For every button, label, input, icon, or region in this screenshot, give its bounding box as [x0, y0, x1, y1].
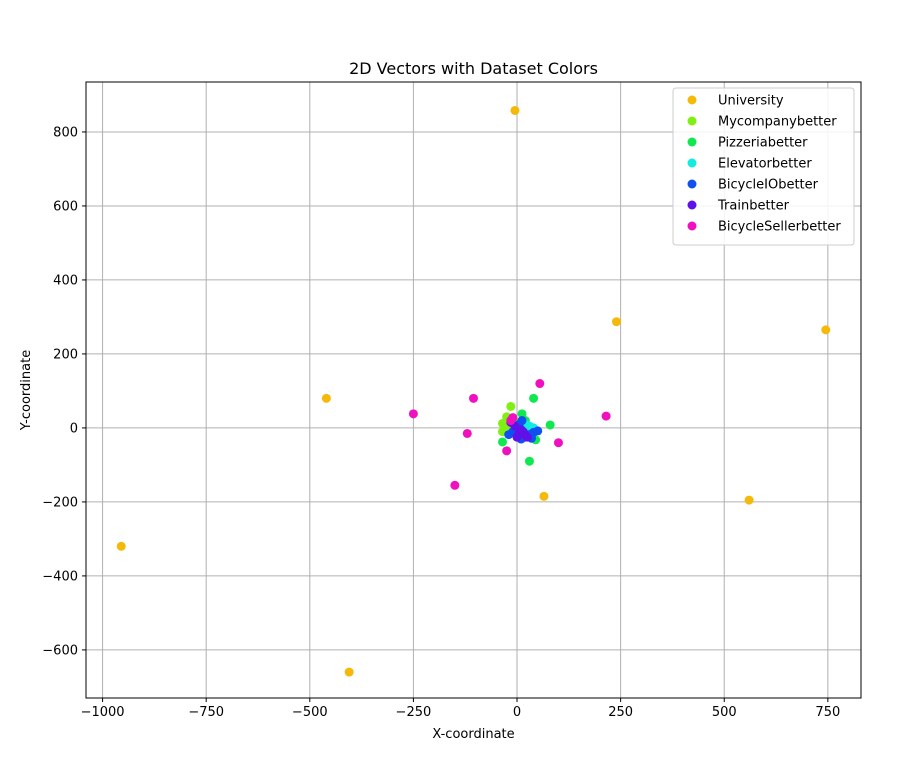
data-point — [821, 325, 831, 335]
data-point — [522, 432, 532, 442]
series-group — [116, 105, 831, 677]
data-point — [535, 379, 545, 389]
y-tick-label: 0 — [70, 421, 78, 436]
data-point — [601, 411, 611, 421]
legend-marker — [687, 137, 697, 147]
y-tick-label: −400 — [42, 569, 78, 584]
x-tick-label: 500 — [712, 705, 737, 720]
data-point — [506, 416, 516, 426]
x-tick-label: −750 — [188, 705, 224, 720]
legend-label: Mycompanybetter — [718, 115, 837, 130]
data-point — [510, 105, 520, 115]
legend-marker — [687, 158, 697, 168]
data-point — [539, 491, 549, 501]
x-tick-label: −500 — [292, 705, 328, 720]
y-tick-label: 200 — [53, 347, 78, 362]
legend-marker — [687, 200, 697, 210]
y-axis-title: Y-coordinate — [19, 350, 34, 431]
x-axis-title: X-coordinate — [432, 727, 514, 742]
x-tick-label: 0 — [513, 705, 521, 720]
y-tick-label: 800 — [53, 125, 78, 140]
legend-marker — [687, 116, 697, 126]
x-tick-label: −250 — [396, 705, 432, 720]
data-point — [408, 409, 418, 419]
legend-label: Trainbetter — [717, 199, 790, 214]
x-tick-label: −1000 — [81, 705, 125, 720]
data-point — [450, 480, 460, 490]
legend-label: BicycleIObetter — [718, 178, 819, 193]
data-point — [502, 446, 512, 456]
data-points — [116, 105, 831, 677]
y-tick-label: −200 — [42, 495, 78, 510]
legend-marker — [687, 179, 697, 189]
series-group — [408, 379, 611, 490]
data-point — [506, 401, 516, 411]
x-tick-label: 250 — [608, 705, 633, 720]
data-point — [545, 420, 555, 430]
y-tick-label: −600 — [42, 643, 78, 658]
y-tick-label: 600 — [53, 199, 78, 214]
data-point — [116, 541, 126, 551]
x-tick-label: 750 — [815, 705, 840, 720]
data-point — [516, 425, 526, 435]
y-tick-label: 400 — [53, 273, 78, 288]
legend-marker — [687, 95, 697, 105]
data-point — [553, 438, 563, 448]
chart-title: 2D Vectors with Dataset Colors — [349, 59, 598, 78]
legend-label: Pizzeriabetter — [718, 136, 808, 151]
data-point — [611, 317, 621, 327]
data-point — [321, 393, 331, 403]
axis-ticks: −1000 −750 −500 −250 0 250 500 750 −600 −400 −200 0… — [42, 125, 840, 720]
legend-box — [672, 87, 855, 246]
data-point — [744, 495, 754, 505]
data-point — [344, 667, 354, 677]
legend-label: University — [718, 94, 784, 109]
data-point — [529, 393, 539, 403]
legend: University Mycompanybetter Pizzeriabetter E… — [672, 87, 855, 246]
legend-marker — [687, 221, 697, 231]
legend-label: Elevatorbetter — [718, 157, 812, 172]
legend-label: BicycleSellerbetter — [718, 220, 841, 235]
data-point — [498, 437, 508, 447]
data-point — [517, 409, 527, 419]
data-point — [469, 393, 478, 403]
data-point — [462, 428, 472, 438]
data-point — [524, 456, 534, 466]
plot-area-frame — [85, 81, 862, 699]
